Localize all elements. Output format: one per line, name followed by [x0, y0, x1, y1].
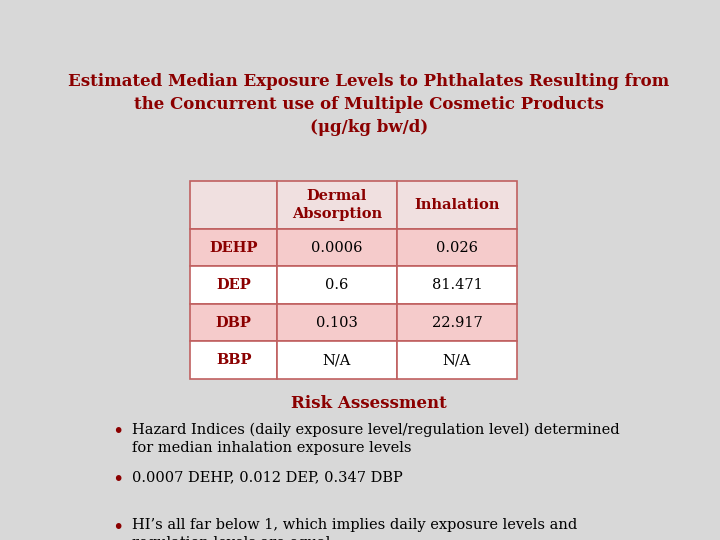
FancyBboxPatch shape	[190, 266, 277, 304]
Text: N/A: N/A	[323, 353, 351, 367]
Text: BBP: BBP	[216, 353, 251, 367]
Text: DEP: DEP	[216, 278, 251, 292]
FancyBboxPatch shape	[190, 229, 277, 266]
FancyBboxPatch shape	[397, 229, 517, 266]
Text: Hazard Indices (daily exposure level/regulation level) determined
for median inh: Hazard Indices (daily exposure level/reg…	[132, 422, 619, 455]
FancyBboxPatch shape	[277, 181, 397, 229]
Text: •: •	[112, 422, 124, 441]
Text: N/A: N/A	[443, 353, 471, 367]
FancyBboxPatch shape	[190, 341, 277, 379]
Text: DBP: DBP	[216, 315, 251, 329]
Text: 22.917: 22.917	[431, 315, 482, 329]
Text: 0.0006: 0.0006	[311, 241, 363, 255]
FancyBboxPatch shape	[277, 229, 397, 266]
Text: 0.103: 0.103	[316, 315, 358, 329]
FancyBboxPatch shape	[190, 181, 277, 229]
FancyBboxPatch shape	[397, 304, 517, 341]
Text: HI’s all far below 1, which implies daily exposure levels and
regulation levels : HI’s all far below 1, which implies dail…	[132, 518, 577, 540]
Text: Estimated Median Exposure Levels to Phthalates Resulting from
the Concurrent use: Estimated Median Exposure Levels to Phth…	[68, 73, 670, 136]
Text: Risk Assessment: Risk Assessment	[291, 395, 447, 413]
FancyBboxPatch shape	[397, 341, 517, 379]
Text: Inhalation: Inhalation	[414, 198, 500, 212]
Text: 0.6: 0.6	[325, 278, 348, 292]
FancyBboxPatch shape	[397, 181, 517, 229]
FancyBboxPatch shape	[190, 304, 277, 341]
FancyBboxPatch shape	[277, 341, 397, 379]
FancyBboxPatch shape	[277, 266, 397, 304]
FancyBboxPatch shape	[397, 266, 517, 304]
Text: 0.026: 0.026	[436, 241, 478, 255]
Text: 0.0007 DEHP, 0.012 DEP, 0.347 DBP: 0.0007 DEHP, 0.012 DEP, 0.347 DBP	[132, 470, 402, 484]
Text: Dermal
Absorption: Dermal Absorption	[292, 190, 382, 221]
Text: •: •	[112, 470, 124, 489]
FancyBboxPatch shape	[277, 304, 397, 341]
Text: •: •	[112, 518, 124, 537]
Text: DEHP: DEHP	[210, 241, 258, 255]
Text: 81.471: 81.471	[431, 278, 482, 292]
